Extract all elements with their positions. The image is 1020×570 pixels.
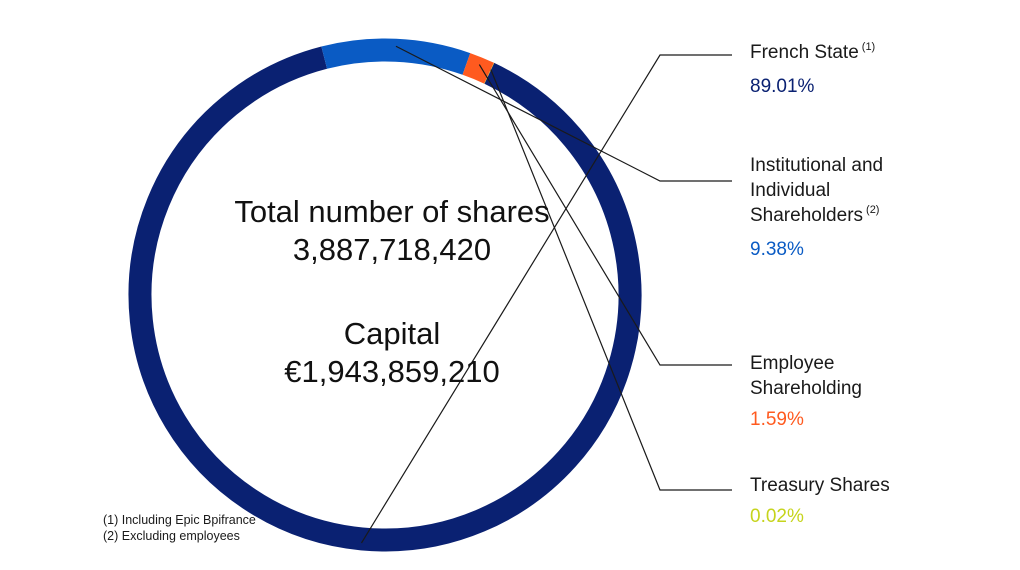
legend-entry-french-state: French State (1) 89.01%	[750, 40, 875, 99]
total-shares-value: 3,887,718,420	[292, 232, 492, 267]
legend-entry-treasury: Treasury Shares 0.02%	[750, 473, 890, 529]
total-shares-title: Total number of shares	[234, 194, 550, 229]
capital-block: Capital €1,943,859,210	[212, 315, 572, 391]
legend-label-institutional: Institutional and Individual Shareholder…	[750, 155, 884, 226]
leader-line-treasury	[490, 69, 732, 491]
footnote-2: (2) Excluding employees	[103, 529, 240, 543]
donut-slice-french-state	[128, 46, 642, 552]
legend-label-employee: Employee Shareholding	[750, 353, 862, 399]
footnote-1: (1) Including Epic Bpifrance	[103, 513, 256, 527]
total-shares-block: Total number of shares 3,887,718,420	[212, 193, 572, 269]
legend-value-treasury: 0.02%	[750, 506, 804, 527]
legend-label-french-state: French State	[750, 42, 859, 63]
legend-value-french-state: 89.01%	[750, 76, 815, 97]
leader-line-institutional	[395, 45, 732, 182]
leader-line-french-state	[360, 54, 732, 544]
legend-note-french-state: (1)	[861, 41, 876, 53]
capital-title: Capital	[343, 316, 441, 351]
leader-line-employee	[478, 64, 732, 366]
legend-entry-employee: Employee Shareholding 1.59%	[750, 351, 900, 432]
donut-slice-institutional	[321, 38, 471, 75]
footnotes: (1) Including Epic Bpifrance (2) Excludi…	[103, 512, 256, 544]
legend-value-employee: 1.59%	[750, 409, 804, 430]
legend-entry-institutional: Institutional and Individual Shareholder…	[750, 153, 920, 262]
legend-note-institutional: (2)	[866, 204, 880, 216]
legend-label-treasury: Treasury Shares	[750, 475, 890, 496]
capital-value: €1,943,859,210	[284, 354, 500, 389]
legend-value-institutional: 9.38%	[750, 239, 804, 260]
donut-slice-employee	[462, 53, 494, 84]
